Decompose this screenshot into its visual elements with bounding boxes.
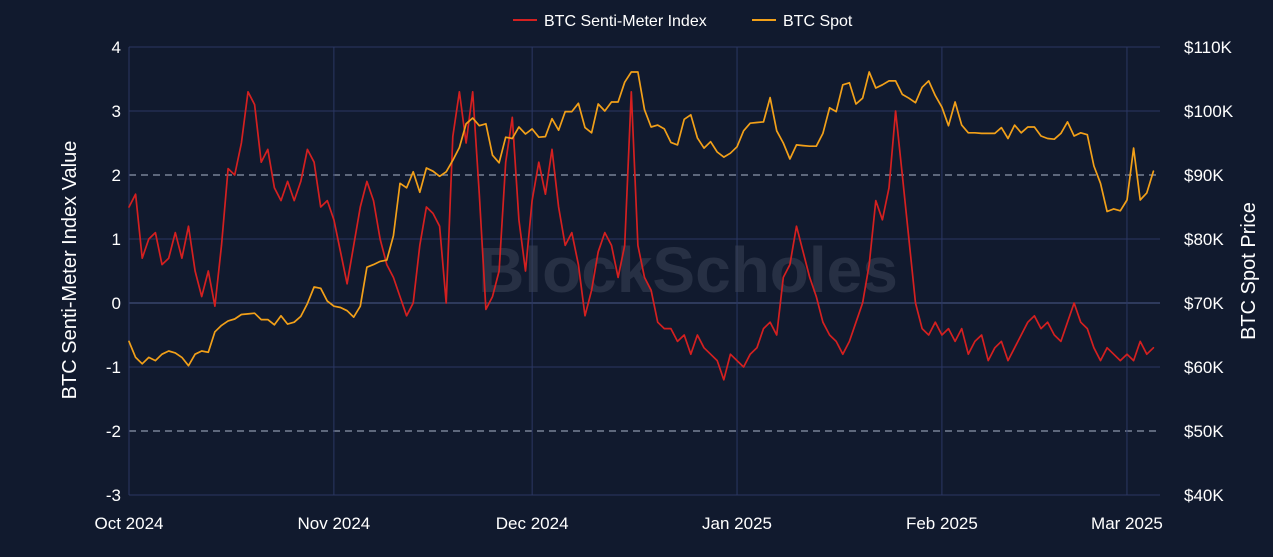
y-left-tick-label: -3: [106, 486, 121, 505]
legend-label: BTC Senti-Meter Index: [544, 13, 707, 30]
legend-label: BTC Spot: [783, 13, 853, 30]
y-right-tick-label: $60K: [1184, 358, 1224, 377]
series-layer: [128, 71, 1155, 381]
y-right-tick-label: $110K: [1184, 38, 1233, 57]
y-left-tick-label: 0: [112, 294, 121, 313]
y-right-tick-label: $90K: [1184, 166, 1224, 185]
y-left-tick-label: -2: [106, 422, 121, 441]
y-left-tick-label: -1: [106, 358, 121, 377]
y-left-tick-label: 1: [112, 230, 121, 249]
axes: -3 -2 -1 0 1 2 3 4 $40K $50K $60K $70K $80K $90K $100K…: [59, 38, 1260, 533]
x-tick-label: Dec 2024: [496, 514, 569, 533]
y-left-tick-label: 3: [112, 102, 121, 121]
x-tick-label: Jan 2025: [702, 514, 772, 533]
x-tick-label: Oct 2024: [95, 514, 164, 533]
y-left-tick-label: 2: [112, 166, 121, 185]
series-line-btc-spot: [128, 71, 1155, 367]
y-right-tick-label: $40K: [1184, 486, 1224, 505]
series-line-senti-meter: [128, 90, 1155, 381]
legend: BTC Senti-Meter Index BTC Spot: [513, 13, 853, 30]
x-tick-label: Feb 2025: [906, 514, 978, 533]
y-right-tick-label: $100K: [1184, 102, 1234, 121]
y-right-tick-label: $70K: [1184, 294, 1224, 313]
y-right-tick-label: $50K: [1184, 422, 1224, 441]
y-right-axis-title: BTC Spot Price: [1238, 202, 1260, 340]
y-left-tick-label: 4: [112, 38, 121, 57]
x-tick-label: Mar 2025: [1091, 514, 1163, 533]
x-tick-label: Nov 2024: [297, 514, 370, 533]
watermark: BlockScholes: [478, 234, 898, 306]
y-right-tick-label: $80K: [1184, 230, 1224, 249]
y-left-axis-title: BTC Senti-Meter Index Value: [59, 141, 81, 400]
